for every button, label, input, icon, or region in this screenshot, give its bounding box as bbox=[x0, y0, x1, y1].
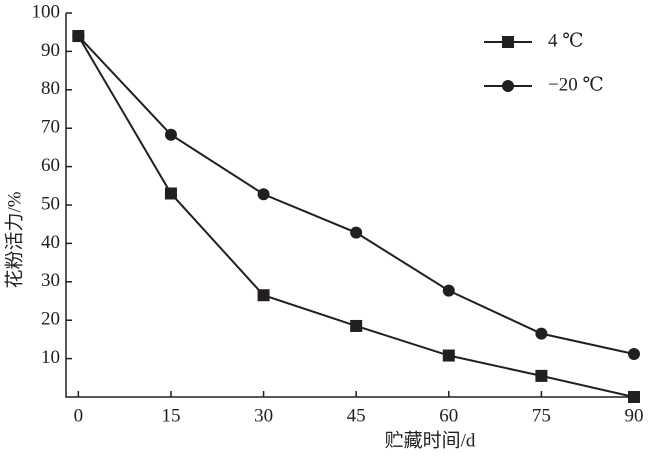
point bbox=[442, 284, 455, 297]
y-tick-label: 40 bbox=[41, 232, 60, 253]
y-tick-label: 20 bbox=[41, 309, 60, 330]
x-tick-label: 75 bbox=[532, 405, 551, 426]
point bbox=[257, 289, 270, 302]
x-tick-label: 15 bbox=[161, 405, 180, 426]
point bbox=[628, 347, 640, 360]
y-tick-label: 100 bbox=[32, 1, 61, 22]
y-tick-label: 30 bbox=[41, 270, 60, 291]
point bbox=[442, 349, 455, 362]
point bbox=[628, 391, 640, 403]
point bbox=[257, 188, 270, 201]
x-axis-title: 贮藏时间/d bbox=[385, 429, 476, 451]
y-axis-title: 花粉活力/% bbox=[3, 191, 25, 288]
y-tick-label: 70 bbox=[41, 117, 60, 138]
y-tick-label: 50 bbox=[41, 193, 60, 214]
x-tick-label: 45 bbox=[347, 405, 366, 426]
axes bbox=[65, 13, 634, 398]
legend-marker bbox=[502, 36, 514, 48]
point bbox=[164, 187, 177, 200]
y-tick-label: 80 bbox=[41, 78, 60, 99]
y-tick-label: 60 bbox=[41, 155, 60, 176]
y-tick-label: 10 bbox=[41, 347, 60, 368]
point bbox=[535, 327, 548, 340]
point bbox=[350, 226, 363, 239]
point bbox=[535, 369, 548, 382]
legend-label: −20 ℃ bbox=[548, 74, 604, 95]
y-tick-label: 90 bbox=[41, 40, 60, 61]
point bbox=[164, 128, 177, 141]
x-tick-label: 90 bbox=[625, 405, 644, 426]
x-tick-label: 60 bbox=[439, 405, 458, 426]
legend-label: 4 ℃ bbox=[548, 30, 584, 51]
legend-marker bbox=[502, 80, 514, 92]
point bbox=[350, 319, 363, 332]
point bbox=[72, 30, 85, 43]
x-tick-label: 30 bbox=[254, 405, 273, 426]
x-tick-label: 0 bbox=[74, 405, 84, 426]
